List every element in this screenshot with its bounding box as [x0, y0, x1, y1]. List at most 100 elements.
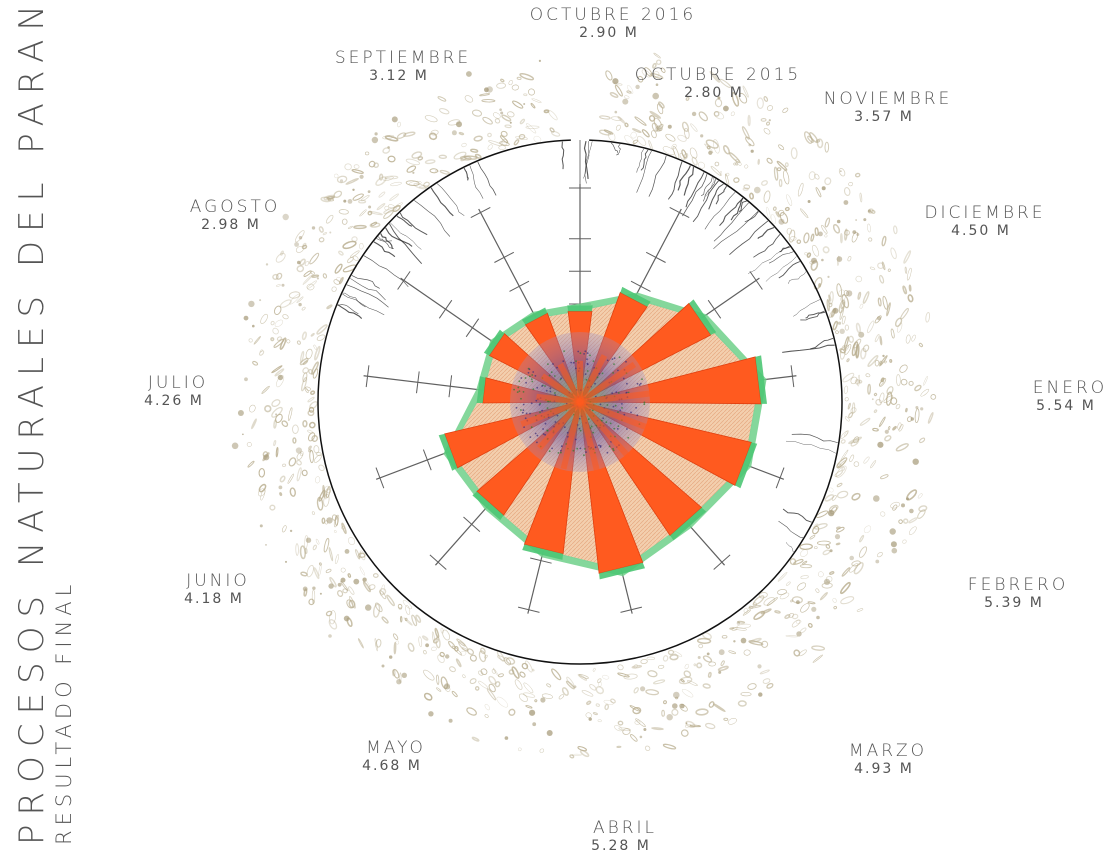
water-drop	[902, 285, 908, 295]
water-drop	[367, 210, 373, 216]
water-drop	[539, 748, 545, 753]
water-drop	[609, 92, 619, 98]
water-drop	[667, 649, 675, 656]
core-dot	[520, 397, 522, 400]
month-value: 4.68 M	[362, 758, 422, 774]
water-drop	[633, 687, 639, 694]
water-drop	[903, 250, 912, 264]
water-drop	[842, 372, 855, 383]
water-drop	[630, 131, 637, 139]
water-drop	[395, 202, 403, 208]
water-drop	[392, 633, 399, 641]
water-drop	[825, 544, 831, 549]
water-drop	[786, 194, 793, 206]
water-drop	[322, 273, 328, 279]
water-drop	[815, 588, 820, 593]
core-dot	[612, 405, 615, 408]
water-drop	[890, 501, 901, 509]
water-drop	[327, 198, 335, 202]
water-drop	[778, 144, 785, 151]
water-drop	[841, 294, 850, 309]
water-droplet	[768, 119, 771, 122]
water-drop	[653, 679, 666, 685]
water-drop	[873, 392, 878, 397]
core-dot	[530, 378, 533, 380]
water-drop	[660, 67, 666, 73]
root-strand	[469, 165, 484, 199]
water-drop	[707, 671, 712, 678]
water-drop	[292, 437, 297, 444]
water-drop	[704, 143, 714, 153]
core-dot	[542, 428, 544, 430]
water-drop	[785, 635, 799, 638]
water-drop	[684, 663, 689, 670]
water-drop	[336, 175, 348, 184]
root-strand	[738, 200, 747, 213]
core-dot	[553, 375, 556, 377]
core-dot	[590, 425, 593, 428]
water-drop	[313, 445, 320, 454]
core-dot	[575, 360, 577, 362]
water-droplet	[796, 600, 800, 605]
water-drop	[463, 155, 478, 160]
water-droplet	[546, 730, 553, 736]
water-drop	[487, 144, 493, 150]
water-drop	[730, 111, 735, 117]
water-drop	[917, 509, 926, 519]
water-drop	[848, 412, 854, 419]
core-dot	[627, 391, 630, 394]
water-drop	[713, 111, 725, 120]
water-drop	[518, 133, 526, 140]
water-drop	[592, 667, 596, 672]
water-drop	[372, 573, 379, 578]
water-drop	[828, 571, 835, 575]
water-drop	[698, 161, 705, 169]
water-drop	[876, 552, 883, 558]
water-drop	[508, 708, 516, 716]
axis-tick	[509, 280, 530, 292]
root-strand	[399, 212, 428, 236]
water-drop	[850, 376, 858, 385]
core-dot	[544, 422, 547, 425]
water-drop	[855, 344, 860, 359]
water-drop	[339, 276, 344, 285]
water-drop	[390, 181, 402, 187]
water-drop	[657, 103, 664, 115]
water-droplet	[655, 83, 659, 86]
water-drop	[848, 182, 853, 187]
root-strand	[477, 161, 497, 196]
root-strand	[683, 166, 695, 196]
water-drop	[299, 350, 305, 363]
axis-tick	[465, 318, 480, 338]
water-drop	[558, 694, 565, 700]
water-drop	[777, 571, 788, 582]
water-drop	[308, 406, 315, 413]
water-drop	[424, 115, 438, 123]
water-drop	[631, 665, 643, 669]
core-spoke	[577, 401, 602, 479]
water-droplet	[326, 517, 333, 524]
water-drop	[690, 123, 698, 132]
axis-tick	[630, 280, 651, 292]
water-drop	[338, 209, 349, 215]
month-label: MAYO	[366, 738, 426, 758]
core-dot	[592, 360, 595, 362]
water-drop	[511, 666, 520, 679]
root-strand	[708, 183, 724, 210]
water-drop	[733, 177, 740, 183]
water-droplet	[532, 722, 537, 727]
water-drop	[534, 699, 538, 703]
water-drop	[299, 258, 306, 266]
water-drop	[881, 261, 886, 271]
water-drop	[644, 67, 653, 77]
core-dot	[587, 418, 590, 421]
water-drop	[879, 377, 887, 387]
core-dot	[617, 425, 620, 428]
water-drop	[731, 627, 738, 631]
water-droplet	[856, 233, 860, 236]
water-droplet	[277, 374, 284, 381]
water-drop	[360, 194, 370, 202]
water-drop	[384, 135, 399, 142]
water-droplet	[748, 143, 752, 147]
